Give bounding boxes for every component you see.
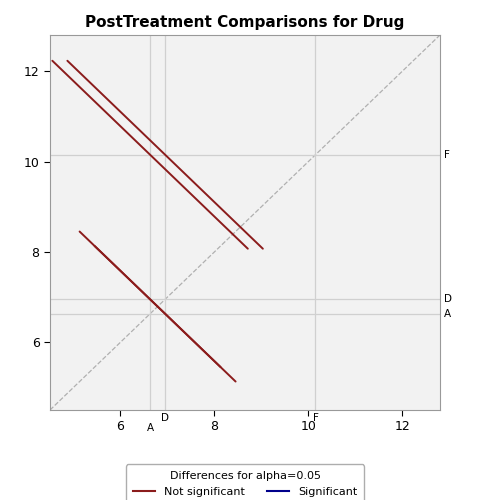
Text: A: A — [146, 422, 154, 432]
Text: D: D — [444, 294, 452, 304]
Legend: Not significant, Significant: Not significant, Significant — [126, 464, 364, 500]
Text: F: F — [444, 150, 450, 160]
Text: F: F — [312, 413, 318, 423]
Title: PostTreatment Comparisons for Drug: PostTreatment Comparisons for Drug — [86, 14, 404, 30]
Text: A: A — [444, 309, 451, 319]
Text: D: D — [161, 413, 169, 423]
